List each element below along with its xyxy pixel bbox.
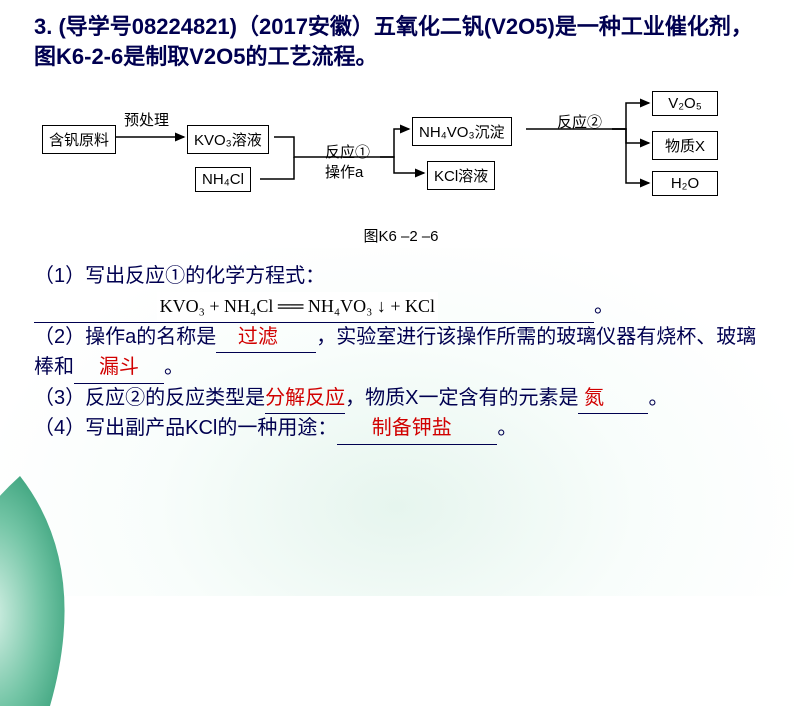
question-title: 3. (导学号08224821)（2017安徽）五氧化二钒(V2O5)是一种工业… (34, 12, 766, 71)
diagram-caption: 图K6 –2 –6 (42, 225, 760, 246)
q2-text-a: （2）操作a的名称是 (34, 326, 216, 348)
q1-prefix: （1）写出反应①的化学方程式： (34, 265, 325, 287)
q3-text-b: ，物质X一定含有的元素是 (345, 387, 578, 409)
q1-period: 。 (594, 295, 614, 317)
q2-ans1: 过滤 (238, 326, 278, 348)
petal-decoration (0, 446, 130, 706)
q3-text-c: 。 (648, 387, 668, 409)
q3-ans2: 氮 (584, 387, 604, 409)
q3: （3）反应②的反应类型是分解反应，物质X一定含有的元素是 氮 。 (34, 384, 766, 415)
q3-text-a: （3）反应②的反应类型是 (34, 387, 265, 409)
q1-equation: KVO₃ + NH₄Cl ══ NH₄VO₃ ↓ + KCl (157, 292, 438, 321)
q4: （4）写出副产品KCl的一种用途： 制备钾盐 。 (34, 414, 766, 445)
flow-arrows (42, 87, 762, 223)
q2-ans2: 漏斗 (99, 356, 139, 378)
q2-text-c: 。 (164, 356, 184, 378)
slide-content: 3. (导学号08224821)（2017安徽）五氧化二钒(V2O5)是一种工业… (0, 0, 794, 445)
q1: （1）写出反应①的化学方程式： KVO₃ + NH₄Cl ══ NH₄VO₃ ↓… (34, 262, 766, 322)
q2: （2）操作a的名称是过滤 ，实验室进行该操作所需的玻璃仪器有烧杯、玻璃棒和 漏斗… (34, 323, 766, 384)
flowchart: 含钒原料 KVO₃溶液 NH₄Cl NH₄VO₃沉淀 KCl溶液 V₂O₅ 物质… (42, 87, 760, 223)
flowchart-container: 含钒原料 KVO₃溶液 NH₄Cl NH₄VO₃沉淀 KCl溶液 V₂O₅ 物质… (34, 77, 768, 248)
q4-ans: 制备钾盐 (372, 417, 452, 439)
q3-ans1: 分解反应 (265, 387, 345, 409)
q4-text-a: （4）写出副产品KCl的一种用途： (34, 417, 337, 439)
q4-text-b: 。 (497, 417, 517, 439)
questions-block: （1）写出反应①的化学方程式： KVO₃ + NH₄Cl ══ NH₄VO₃ ↓… (34, 262, 766, 445)
